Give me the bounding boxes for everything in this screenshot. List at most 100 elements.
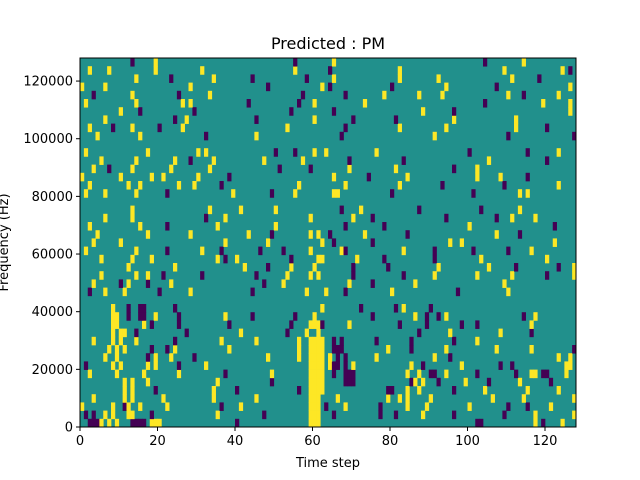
heatmap-cell (316, 377, 321, 387)
heatmap-cell (126, 263, 131, 272)
heatmap-cell (320, 254, 325, 264)
heatmap-cell (467, 222, 472, 231)
heatmap-cell (258, 246, 263, 256)
heatmap-cell (145, 279, 151, 288)
y-tick-label: 60000 (32, 248, 73, 263)
heatmap-cell (180, 99, 185, 108)
heatmap-cell (525, 148, 530, 157)
heatmap-cell (359, 205, 364, 215)
heatmap-cell (138, 312, 143, 321)
heatmap-cell (331, 410, 337, 420)
heatmap-cell (215, 222, 220, 231)
heatmap-cell (95, 418, 100, 428)
heatmap-cell (273, 148, 278, 157)
heatmap-cell (114, 353, 120, 362)
heatmap-cell (339, 205, 344, 215)
heatmap-cell (343, 402, 348, 411)
heatmap-cell (343, 222, 348, 231)
heatmap-cell (320, 336, 325, 346)
heatmap-cell (545, 156, 550, 165)
heatmap-cell (130, 377, 135, 387)
heatmap-cell (514, 115, 519, 124)
heatmap-cell (351, 115, 356, 124)
x-tick-label: 120 (533, 434, 558, 449)
heatmap-cell (176, 320, 182, 329)
heatmap-cell (134, 156, 139, 165)
heatmap-cell (308, 353, 313, 362)
heatmap-cell (506, 90, 511, 100)
heatmap-cell (343, 181, 348, 190)
heatmap-cell (362, 99, 368, 108)
heatmap-cell (331, 336, 337, 346)
heatmap-cell (397, 394, 402, 403)
heatmap-cell (80, 402, 85, 411)
heatmap-cell (343, 369, 348, 379)
heatmap-cell (304, 287, 309, 297)
heatmap-cell (223, 213, 228, 223)
heatmap-cell (393, 304, 399, 313)
heatmap-cell (223, 369, 228, 379)
heatmap-cell (382, 254, 387, 264)
heatmap-cell (103, 82, 108, 92)
heatmap-cell (370, 279, 375, 288)
heatmap-cell (498, 328, 503, 338)
heatmap-cell (440, 90, 445, 100)
x-tick-label: 60 (304, 434, 321, 449)
heatmap-cell (196, 148, 201, 157)
heatmap-cell (111, 361, 116, 370)
heatmap-cell (180, 123, 185, 133)
heatmap-cell (157, 123, 162, 133)
heatmap-cell (316, 418, 321, 428)
heatmap-cell (347, 164, 352, 174)
heatmap-cell (285, 123, 290, 133)
heatmap-cell (382, 222, 387, 231)
heatmap-cell (130, 410, 135, 420)
heatmap-cell (285, 328, 290, 338)
heatmap-cell (525, 386, 530, 395)
heatmap-cell (312, 369, 317, 379)
heatmap-cell (308, 361, 313, 370)
heatmap-cell (436, 263, 441, 272)
x-tick-label: 100 (455, 434, 480, 449)
heatmap-cell (87, 222, 92, 231)
heatmap-cell (475, 320, 480, 329)
heatmap-cell (483, 58, 488, 67)
heatmap-cell (401, 271, 406, 280)
heatmap-cell (266, 353, 271, 362)
heatmap-cell (339, 131, 344, 141)
heatmap-cell (386, 394, 391, 403)
heatmap-cell (459, 238, 464, 247)
heatmap-cell (130, 90, 135, 100)
heatmap-cell (103, 189, 108, 198)
heatmap-cell (479, 418, 484, 428)
heatmap-cell (293, 189, 298, 198)
heatmap-cell (227, 172, 232, 182)
heatmap-cell (351, 377, 356, 387)
heatmap-cell (529, 345, 534, 354)
heatmap-cell (126, 312, 131, 321)
heatmap-cell (471, 246, 476, 256)
heatmap-cell (533, 410, 538, 420)
heatmap-cell (91, 238, 96, 247)
heatmap-cell (149, 172, 154, 182)
heatmap-cell (204, 148, 209, 157)
heatmap-cell (231, 189, 236, 198)
heatmap-cell (312, 418, 317, 428)
heatmap-cell (320, 369, 325, 379)
heatmap-cell (138, 304, 143, 313)
heatmap-cell (138, 222, 143, 231)
heatmap-cell (386, 345, 391, 354)
heatmap-cell (215, 377, 220, 387)
heatmap-cell (452, 107, 457, 116)
heatmap-cell (173, 345, 178, 354)
heatmap-cell (173, 263, 178, 272)
heatmap-cell (347, 156, 352, 165)
heatmap-cell (235, 254, 240, 264)
heatmap-cell (374, 353, 379, 362)
heatmap-cell (537, 74, 542, 83)
heatmap-cell (328, 82, 333, 92)
x-axis-label: Time step (295, 456, 360, 471)
heatmap-cell (304, 74, 309, 83)
heatmap-cell (122, 287, 127, 297)
heatmap-cell (153, 361, 158, 370)
